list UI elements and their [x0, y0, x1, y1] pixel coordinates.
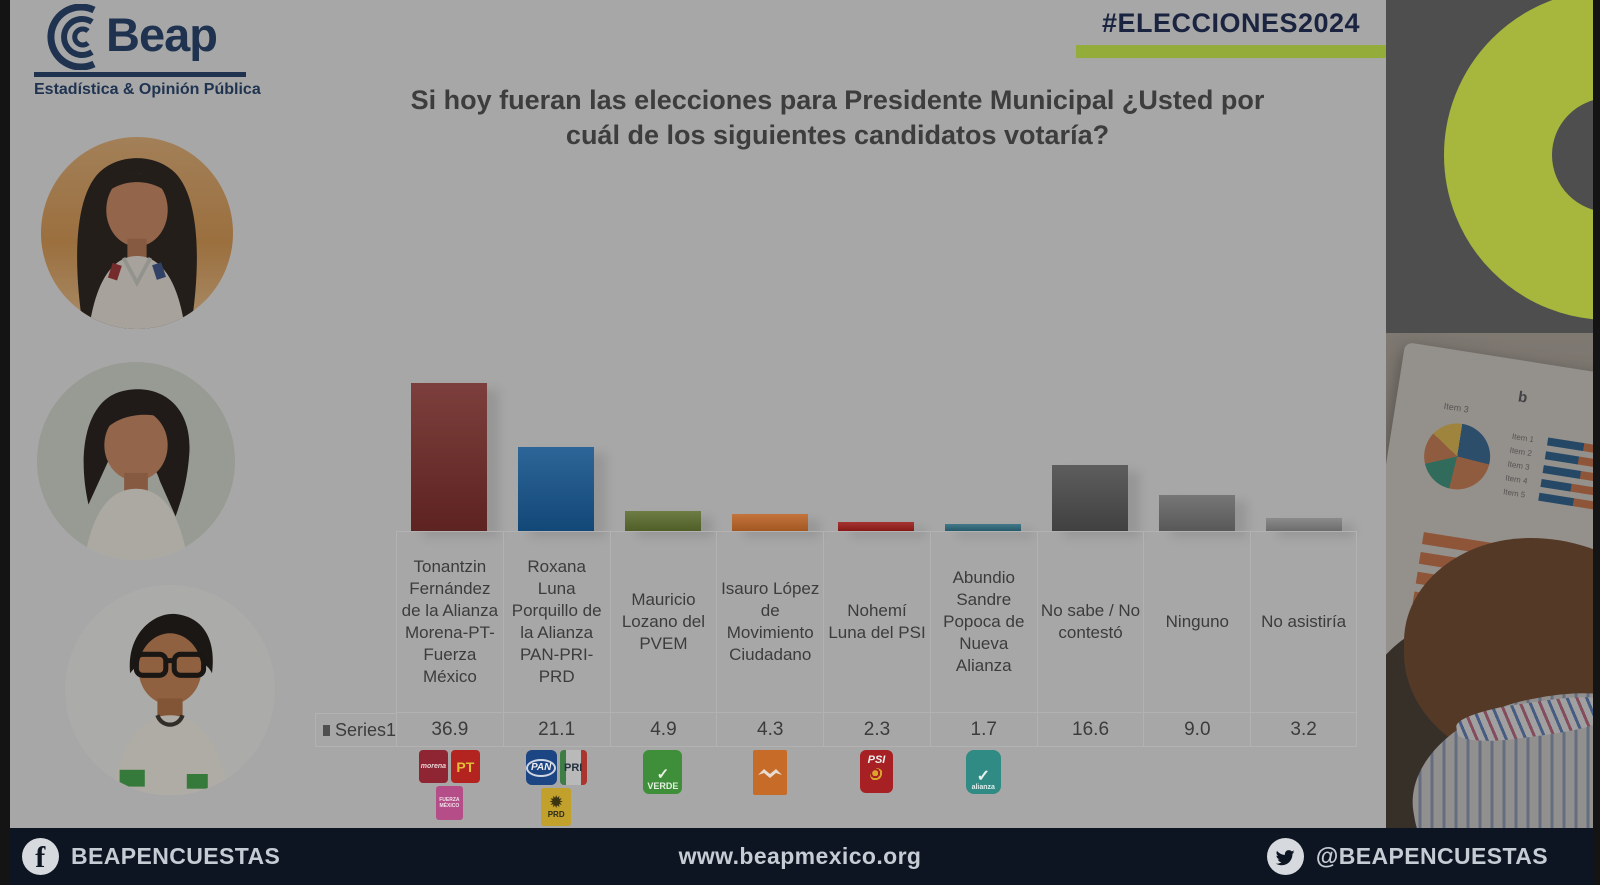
legend: Series1: [315, 713, 396, 747]
category-label: Abundio Sandre Popoca de Nueva Alianza: [929, 531, 1037, 713]
bar-ninguno: [1158, 495, 1235, 531]
twitter-handle-block: @BEAPENCUESTAS: [1266, 838, 1548, 875]
category-label: Tonantzin Fernández de la Alianza Morena…: [396, 531, 503, 713]
twitter-icon: [1266, 838, 1304, 875]
legend-swatch-icon: [323, 724, 330, 736]
beap-arcs-icon: [34, 4, 106, 70]
value-cell: 1.7: [929, 713, 1037, 747]
logos-column-pvem: ✓ VERDE: [610, 750, 717, 828]
brand-underline: [34, 72, 246, 77]
psi-logo-text: PSI: [867, 754, 886, 766]
alianza-logo-text: alianza: [971, 784, 995, 791]
morena-logo-icon: morena: [418, 750, 448, 783]
category-label: Nohemí Luna del PSI: [823, 531, 930, 713]
photo-dark-overlay: [1386, 333, 1593, 828]
footer-bar: f BEAPENCUESTAS www.beapmexico.org @BEAP…: [0, 828, 1600, 885]
candidate-photo-roxana: [37, 362, 235, 560]
logos-column-alianza: ✓ alianza: [930, 750, 1037, 828]
logos-column-roxana: PAN PRI ✹ PRD: [503, 750, 610, 828]
bar-nohemi: [838, 521, 915, 531]
value-cell: 3.2: [1250, 713, 1357, 747]
value-cell: 2.3: [823, 713, 930, 747]
value-cell: 21.1: [502, 713, 610, 747]
logos-column-tonantzin: morena PT FUERZA MÉXICO: [396, 750, 503, 828]
bar-mauricio: [624, 511, 701, 531]
category-label: Isauro López de Movimiento Ciudadano: [716, 531, 824, 713]
party-logos-row: morena PT FUERZA MÉXICO PAN PRI ✹ PRD ✓ …: [396, 750, 1357, 828]
verde-logo-icon: ✓ VERDE: [643, 750, 683, 794]
values-row: Series1 36.9 21.1 4.9 4.3 2.3 1.7 16.6 9…: [315, 713, 1357, 747]
movimiento-ciudadano-logo-icon: [752, 750, 787, 795]
value-cell: 4.3: [716, 713, 824, 747]
category-label: Mauricio Lozano del PVEM: [609, 531, 717, 713]
value-cell: 16.6: [1036, 713, 1144, 747]
bar-tonantzin: [411, 383, 488, 531]
hashtag-block: #ELECCIONES2024: [1076, 8, 1386, 58]
green-ring-graphic: [1444, 0, 1593, 320]
prd-logo-text: PRD: [547, 809, 565, 819]
pan-logo-icon: PAN: [525, 750, 557, 785]
right-frame-edge: [1593, 0, 1600, 885]
category-labels-row: Tonantzin Fernández de la Alianza Morena…: [396, 531, 1357, 713]
hashtag-accent-bar: [1076, 45, 1386, 58]
bar-no-sabe: [1052, 464, 1129, 531]
beap-logo: Beap Estadística & Opinión Pública: [34, 4, 264, 99]
category-label: No asistiría: [1250, 531, 1357, 713]
value-cell: 4.9: [609, 713, 717, 747]
bar-abundio: [945, 524, 1022, 531]
value-cell: 36.9: [396, 713, 503, 747]
psi-swirl-icon: [869, 768, 883, 781]
verde-logo-text: VERDE: [647, 781, 679, 791]
bar-chart-plot: [396, 381, 1357, 531]
left-frame-edge: [0, 0, 10, 885]
bar-isauro: [731, 513, 808, 531]
facebook-icon: f: [22, 838, 59, 875]
pt-logo-icon: PT: [450, 750, 480, 783]
alianza-check-icon: ✓: [976, 768, 990, 785]
legend-label: Series1: [334, 719, 396, 740]
pan-logo-text: PAN: [525, 758, 557, 777]
verde-bird-icon: ✓: [656, 766, 670, 783]
category-label: No sabe / No contestó: [1036, 531, 1144, 713]
category-label: Roxana Luna Porquillo de la Alianza PAN-…: [502, 531, 610, 713]
hashtag-text: #ELECCIONES2024: [1101, 8, 1361, 38]
pri-logo-icon: PRI: [559, 750, 587, 785]
prd-sun-icon: ✹: [549, 793, 563, 811]
facebook-handle: BEAPENCUESTAS: [71, 843, 281, 869]
question-title: Si hoy fueran las elecciones para Presid…: [410, 85, 1265, 151]
logos-column-mc: [716, 750, 823, 828]
category-label: Ninguno: [1143, 531, 1251, 713]
candidate-photo-tonantzin: [41, 137, 233, 329]
facebook-handle-block: f BEAPENCUESTAS: [22, 838, 280, 875]
brand-name: Beap: [106, 8, 218, 61]
strip-top-banner: [1386, 0, 1593, 333]
nueva-alianza-logo-icon: ✓ alianza: [965, 750, 1001, 794]
prd-logo-icon: ✹ PRD: [541, 788, 572, 826]
side-photo-strip: b Item 3 Item 1 Item 2 Item 3 Item 4 Ite…: [1386, 0, 1593, 885]
twitter-handle: @BEAPENCUESTAS: [1315, 843, 1548, 869]
tablet-photo: b Item 3 Item 1 Item 2 Item 3 Item 4 Ite…: [1386, 333, 1593, 828]
brand-tagline: Estadística & Opinión Pública: [34, 81, 261, 98]
value-cell: 9.0: [1143, 713, 1251, 747]
logos-column-psi: PSI: [823, 750, 930, 828]
psi-logo-icon: PSI: [859, 750, 893, 793]
fuerza-mexico-logo-icon: FUERZA MÉXICO: [435, 786, 463, 820]
bar-roxana: [518, 446, 595, 531]
bar-no-asistiria: [1265, 518, 1342, 531]
candidate-photo-mauricio: [65, 585, 275, 795]
